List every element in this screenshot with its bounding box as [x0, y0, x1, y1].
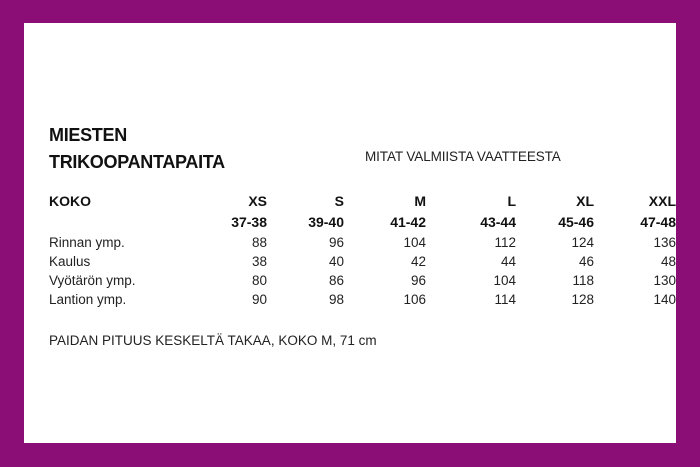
size-range-row: 37-38 39-40 41-42 43-44 45-46 47-48	[49, 212, 676, 233]
table-cell: 44	[500, 254, 516, 269]
table-cell: 128	[571, 292, 594, 307]
size-name: XXL	[648, 193, 676, 209]
size-range: 39-40	[308, 214, 344, 230]
table-cell: 130	[653, 273, 676, 288]
table-cell: 112	[494, 235, 516, 250]
size-header-label: KOKO	[49, 193, 91, 209]
table-cell: 86	[328, 273, 344, 288]
row-label: Vyötärön ymp.	[49, 273, 136, 288]
size-header-row: KOKO XS S M L XL XXL	[49, 191, 676, 212]
table-cell: 114	[494, 292, 516, 307]
table-row: Rinnan ymp. 88 96 104 112 124 136	[49, 233, 676, 252]
table-cell: 90	[251, 292, 267, 307]
table-cell: 46	[578, 254, 594, 269]
size-chart-card: MIESTEN TRIKOOPANTAPAITA MITAT VALMIISTA…	[24, 23, 676, 443]
size-range-empty	[49, 212, 154, 233]
row-label: Lantion ymp.	[49, 292, 127, 307]
table-cell: 140	[653, 292, 676, 307]
product-title: MIESTEN TRIKOOPANTAPAITA	[49, 122, 225, 176]
table-cell: 80	[251, 273, 267, 288]
size-name: XL	[576, 193, 594, 209]
table-cell: 136	[653, 235, 676, 250]
table-cell: 106	[403, 292, 426, 307]
shirt-length-note: PAIDAN PITUUS KESKELTÄ TAKAA, KOKO M, 71…	[49, 333, 377, 348]
table-cell: 96	[328, 235, 344, 250]
table-cell: 104	[403, 235, 426, 250]
table-cell: 38	[251, 254, 267, 269]
size-name: L	[507, 193, 516, 209]
measurement-note-heading: MITAT VALMIISTA VAATTEESTA	[365, 149, 561, 164]
table-cell: 104	[493, 273, 516, 288]
table-cell: 42	[410, 254, 426, 269]
table-row: Kaulus 38 40 42 44 46 48	[49, 252, 676, 271]
table-row: Vyötärön ymp. 80 86 96 104 118 130	[49, 271, 676, 290]
size-range: 45-46	[558, 214, 594, 230]
product-title-line-2: TRIKOOPANTAPAITA	[49, 152, 225, 172]
row-label: Kaulus	[49, 254, 91, 269]
size-range: 41-42	[390, 214, 426, 230]
table-cell: 96	[410, 273, 426, 288]
table-cell: 118	[572, 273, 594, 288]
row-label: Rinnan ymp.	[49, 235, 125, 250]
table-row: Lantion ymp. 90 98 106 114 128 140	[49, 290, 676, 309]
size-table: KOKO XS S M L XL XXL 37-38 39-40 41-42 4…	[49, 191, 676, 309]
size-name: XS	[248, 193, 267, 209]
table-cell: 48	[660, 254, 676, 269]
size-range: 37-38	[231, 214, 267, 230]
table-cell: 124	[571, 235, 594, 250]
product-title-line-1: MIESTEN	[49, 125, 127, 145]
size-range: 43-44	[480, 214, 516, 230]
table-cell: 98	[328, 292, 344, 307]
table-cell: 88	[251, 235, 267, 250]
table-cell: 40	[328, 254, 344, 269]
size-name: S	[334, 193, 344, 209]
size-name: M	[414, 193, 426, 209]
size-range: 47-48	[640, 214, 676, 230]
